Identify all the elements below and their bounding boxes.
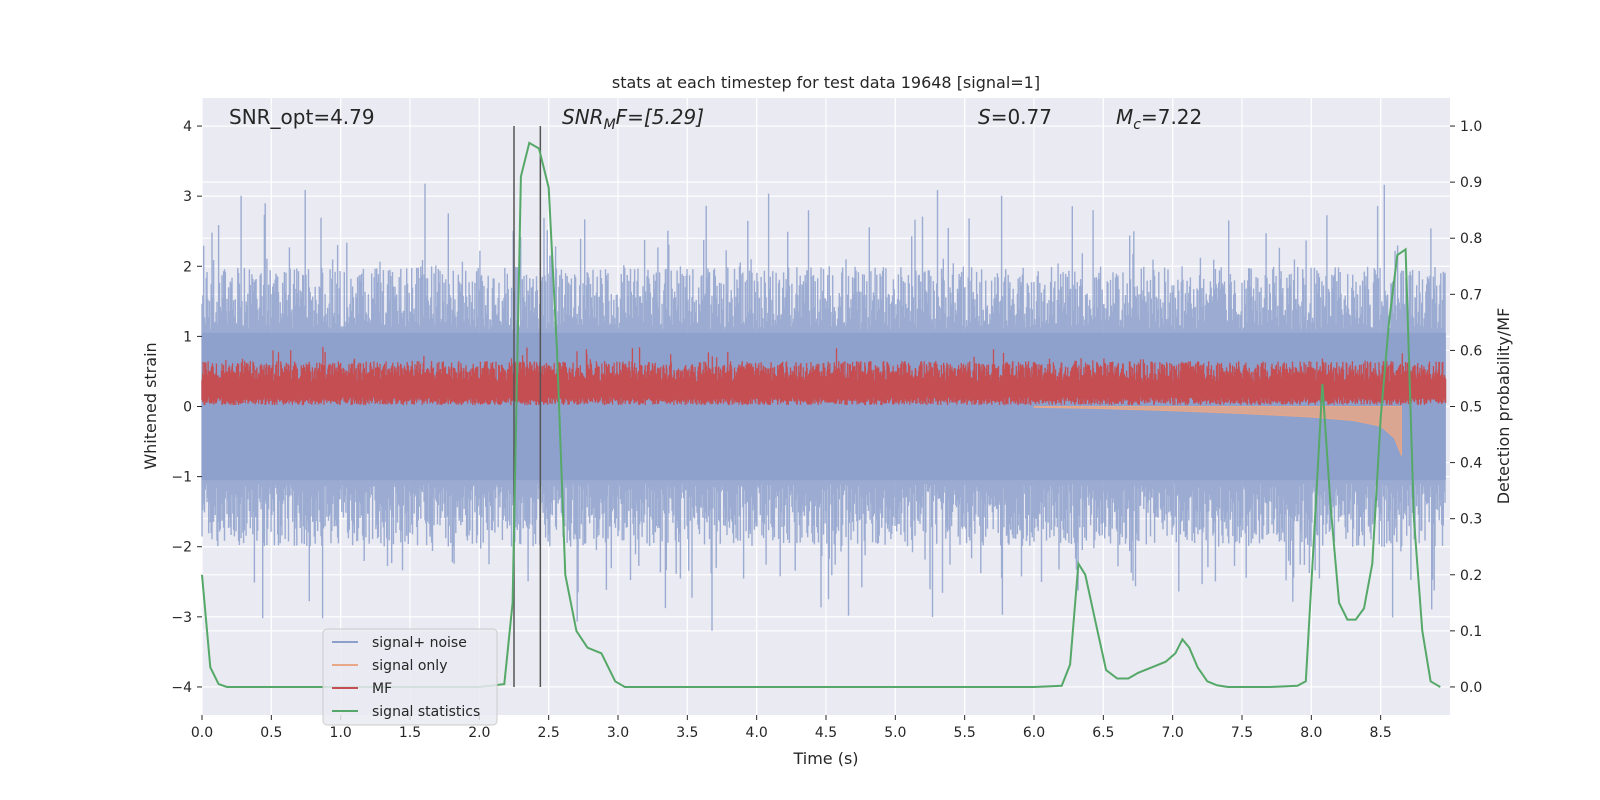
x-tick-label: 7.0: [1162, 725, 1184, 741]
x-tick-label: 5.0: [884, 725, 906, 741]
y-left-tick-label: 4: [183, 119, 192, 135]
x-tick-label: 5.5: [954, 725, 976, 741]
mf-trace: [201, 346, 1447, 406]
legend-label-mf: MF: [372, 681, 392, 697]
y-right-tick-label: 0.4: [1460, 456, 1482, 472]
y-axis-right-label: Detection probability/MF: [1494, 308, 1513, 505]
chart-title: stats at each timestep for test data 196…: [612, 73, 1040, 92]
x-tick-label: 3.5: [676, 725, 698, 741]
x-tick-label: 4.0: [746, 725, 768, 741]
y-axis-left-label: Whitened strain: [141, 342, 160, 469]
snr-mf-rest: F=[5.29]: [616, 105, 704, 129]
y-left-tick-label: −2: [171, 540, 192, 556]
mf-series: [201, 346, 1447, 406]
s-value: =0.77: [991, 105, 1052, 129]
mc-annotation: Mc=7.22: [1116, 105, 1202, 133]
y-right-tick-label: 0.3: [1460, 512, 1482, 528]
snr-mf-subscript: M: [604, 117, 616, 133]
y-right-tick-label: 0.8: [1460, 231, 1482, 247]
x-tick-label: 4.5: [815, 725, 837, 741]
signal-statistics-series: [201, 141, 1441, 688]
x-tick-label: 6.5: [1092, 725, 1114, 741]
y-right-tick-label: 0.0: [1460, 680, 1482, 696]
mc-value: =7.22: [1141, 105, 1202, 129]
x-tick-label: 1.5: [399, 725, 421, 741]
y-right-tick-label: 0.7: [1460, 287, 1482, 303]
vertical-markers: [513, 126, 542, 687]
y-left-tick-label: 3: [183, 189, 192, 205]
y-left-tick-label: 1: [183, 329, 192, 345]
y-left-tick-label: 0: [183, 400, 192, 416]
s-annotation: S=0.77: [978, 105, 1052, 129]
mc-var: M: [1116, 105, 1133, 129]
snr-mf-base: SNR: [562, 105, 604, 129]
x-tick-label: 3.0: [607, 725, 629, 741]
snr-opt-annotation: SNR_opt=4.79: [229, 105, 375, 129]
x-tick-label: 2.0: [468, 725, 490, 741]
y-right-tick-label: 1.0: [1460, 119, 1482, 135]
signal-only-series: [1033, 406, 1402, 456]
signal-only-trace: [1033, 406, 1402, 456]
axis-ticks: 0.0 0.5 1.0 1.5 2.0 2.5 3.0 3.5 4.0 4.5 5.0 5.5 6.0 6…: [171, 119, 1482, 741]
legend-label-signal-only: signal only: [372, 658, 447, 674]
signal-statistics-line: [201, 141, 1441, 688]
x-tick-label: 6.0: [1023, 725, 1045, 741]
y-left-tick-label: 2: [183, 259, 192, 275]
y-left-tick-label: −1: [171, 470, 192, 486]
x-tick-label: 8.0: [1300, 725, 1322, 741]
y-left-tick-label: −4: [171, 680, 192, 696]
x-tick-label: 0.0: [191, 725, 213, 741]
s-var: S: [978, 105, 991, 129]
x-tick-label: 7.5: [1231, 725, 1253, 741]
y-right-tick-label: 0.2: [1460, 568, 1482, 584]
snr-mf-annotation: SNRMF=[5.29]: [562, 105, 704, 133]
mc-subscript: c: [1133, 117, 1141, 133]
legend-box: [322, 628, 498, 726]
x-tick-label: 2.5: [538, 725, 560, 741]
y-right-tick-label: 0.5: [1460, 400, 1482, 416]
x-axis-label: Time (s): [792, 749, 858, 768]
legend-label-signal-statistics: signal statistics: [372, 704, 480, 720]
y-right-tick-label: 0.9: [1460, 175, 1482, 191]
x-tick-label: 1.0: [330, 725, 352, 741]
legend: signal+ noise signal only MF signal stat…: [322, 628, 498, 726]
y-right-tick-label: 0.6: [1460, 343, 1482, 359]
legend-label-signal-noise: signal+ noise: [372, 635, 467, 651]
x-tick-label: 8.5: [1370, 725, 1392, 741]
x-tick-label: 0.5: [260, 725, 282, 741]
y-right-tick-label: 0.1: [1460, 624, 1482, 640]
y-left-tick-label: −3: [171, 610, 192, 626]
